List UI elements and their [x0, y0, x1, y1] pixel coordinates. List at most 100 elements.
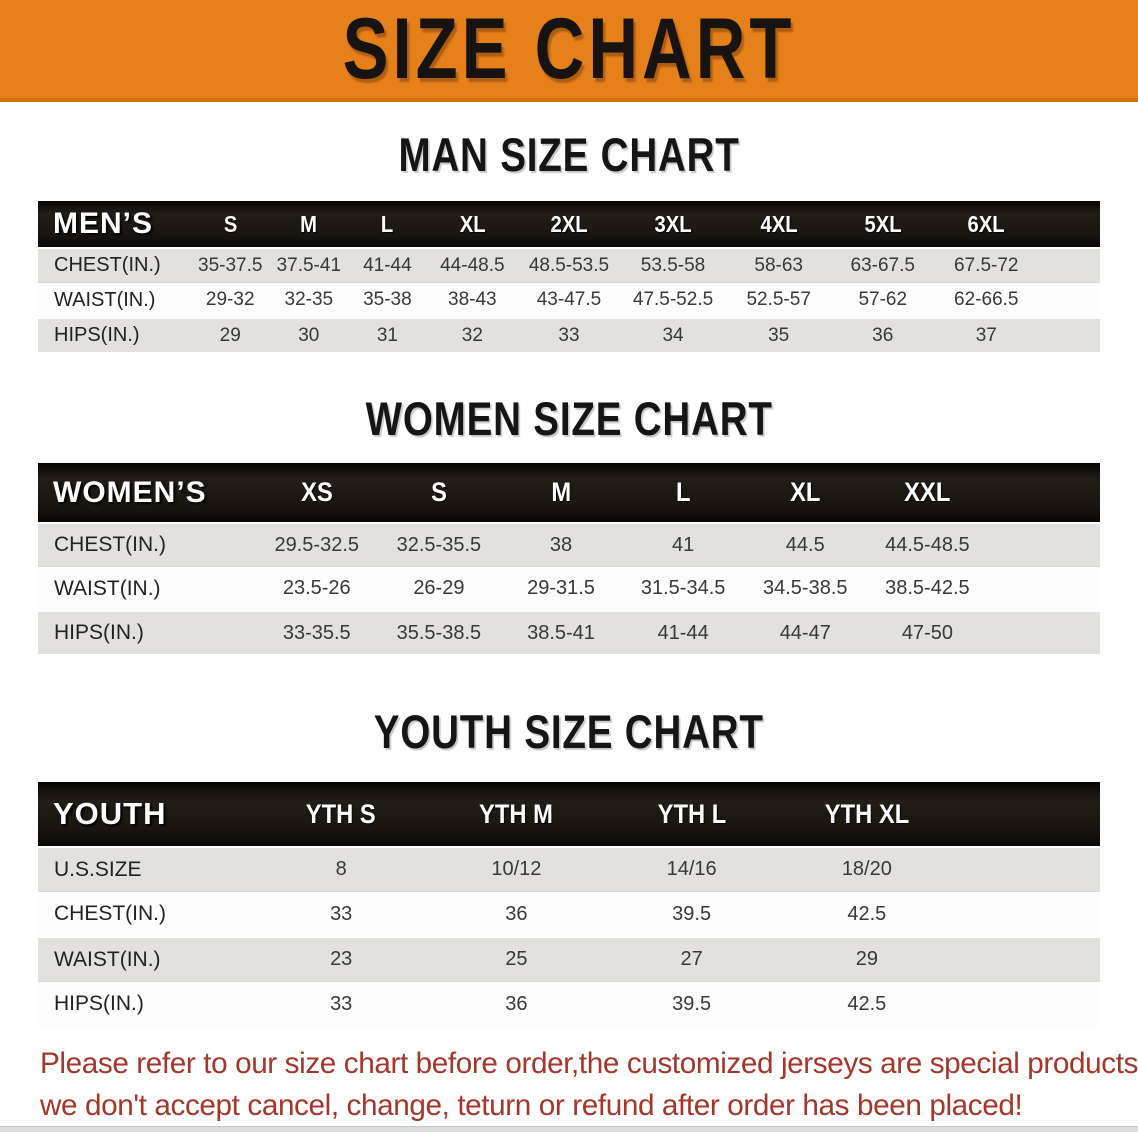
table-cell: 37.5-41	[269, 247, 349, 282]
row-label: CHEST(IN.)	[38, 522, 256, 566]
youth-hips-row: HIPS(IN.) 33 36 39.5 42.5	[38, 981, 1100, 1026]
men-table-title: MEN’S	[38, 201, 191, 247]
table-cell: 36	[428, 981, 605, 1026]
spacer-header-cell	[988, 463, 1100, 522]
men-size-table: MEN’S S M L XL 2XL 3XL 4XL 5XL 6XL CHEST…	[38, 201, 1100, 352]
row-label: U.S.SIZE	[38, 846, 254, 891]
row-label: WAIST(IN.)	[38, 936, 254, 981]
order-policy-note: Please refer to our size chart before or…	[40, 1043, 1138, 1127]
table-cell: 36	[428, 891, 605, 936]
table-cell: 52.5-57	[726, 282, 832, 317]
banner-title: SIZE CHART	[342, 0, 796, 97]
table-cell: 41	[622, 522, 745, 566]
table-cell: 67.5-72	[934, 247, 1039, 282]
table-cell: 41-44	[622, 610, 745, 654]
table-cell: 33	[253, 891, 429, 936]
women-size-header: M	[499, 463, 623, 522]
men-size-header: L	[348, 201, 427, 247]
table-cell: 29	[779, 936, 955, 981]
row-label: CHEST(IN.)	[38, 891, 254, 936]
table-cell: 53.5-58	[619, 247, 727, 282]
table-cell: 29-32	[190, 282, 270, 317]
men-size-header: 6XL	[934, 201, 1039, 247]
youth-header-row: YOUTH YTH S YTH M YTH L YTH XL	[38, 782, 1100, 846]
table-cell: 38.5-42.5	[866, 566, 989, 610]
table-cell: 35-38	[348, 282, 427, 317]
women-size-table: WOMEN’S XS S M L XL XXL CHEST(IN.) 29.5-…	[38, 463, 1100, 654]
youth-ussize-row: U.S.SIZE 8 10/12 14/16 18/20	[38, 846, 1100, 891]
table-cell: 35-37.5	[190, 247, 270, 282]
table-cell: 44-48.5	[426, 247, 518, 282]
spacer-cell	[988, 522, 1100, 566]
men-header-row: MEN’S S M L XL 2XL 3XL 4XL 5XL 6XL	[38, 201, 1100, 247]
table-cell: 47-50	[866, 610, 989, 654]
women-hips-row: HIPS(IN.) 33-35.5 35.5-38.5 38.5-41 41-4…	[38, 610, 1100, 654]
table-cell: 44.5-48.5	[866, 522, 989, 566]
women-size-header: XL	[744, 463, 867, 522]
youth-size-header: YTH XL	[779, 782, 955, 846]
table-cell: 34.5-38.5	[744, 566, 867, 610]
table-cell: 33	[518, 317, 620, 352]
women-header-row: WOMEN’S XS S M L XL XXL	[38, 463, 1100, 522]
table-cell: 36	[831, 317, 935, 352]
youth-section-heading-text: YOUTH SIZE CHART	[374, 705, 764, 758]
row-label: WAIST(IN.)	[38, 566, 256, 610]
youth-waist-row: WAIST(IN.) 23 25 27 29	[38, 936, 1100, 981]
spacer-cell	[1038, 317, 1100, 352]
women-chest-row: CHEST(IN.) 29.5-32.5 32.5-35.5 38 41 44.…	[38, 522, 1100, 566]
men-section-heading: MAN SIZE CHART	[0, 127, 1138, 182]
row-label: HIPS(IN.)	[38, 981, 254, 1026]
table-cell: 62-66.5	[934, 282, 1039, 317]
men-size-header: 5XL	[831, 201, 935, 247]
table-cell: 42.5	[779, 891, 955, 936]
table-cell: 39.5	[604, 981, 780, 1026]
spacer-header-cell	[954, 782, 1100, 846]
women-section-heading: WOMEN SIZE CHART	[0, 391, 1138, 446]
men-size-header: 4XL	[726, 201, 832, 247]
table-cell: 58-63	[726, 247, 832, 282]
spacer-cell	[1038, 247, 1100, 282]
youth-table-title: YOUTH	[38, 782, 254, 846]
row-label: HIPS(IN.)	[38, 610, 256, 654]
table-cell: 47.5-52.5	[619, 282, 727, 317]
table-cell: 48.5-53.5	[518, 247, 620, 282]
table-cell: 39.5	[604, 891, 780, 936]
women-size-header: XXL	[866, 463, 989, 522]
men-section-heading-text: MAN SIZE CHART	[398, 128, 740, 181]
men-hips-row: HIPS(IN.) 29 30 31 32 33 34 35 36 37	[38, 317, 1100, 352]
table-cell: 33	[253, 981, 429, 1026]
table-cell: 29	[190, 317, 270, 352]
women-table-title: WOMEN’S	[38, 463, 256, 522]
table-cell: 25	[428, 936, 605, 981]
table-cell: 35.5-38.5	[377, 610, 500, 654]
spacer-cell	[954, 981, 1100, 1026]
men-chest-row: CHEST(IN.) 35-37.5 37.5-41 41-44 44-48.5…	[38, 247, 1100, 282]
table-cell: 27	[604, 936, 780, 981]
men-size-header: S	[190, 201, 270, 247]
women-size-header: XS	[255, 463, 378, 522]
table-cell: 43-47.5	[518, 282, 620, 317]
table-cell: 29.5-32.5	[255, 522, 378, 566]
spacer-cell	[1038, 282, 1100, 317]
youth-size-header: YTH S	[253, 782, 429, 846]
table-cell: 42.5	[779, 981, 955, 1026]
table-cell: 31	[348, 317, 427, 352]
table-cell: 32-35	[269, 282, 349, 317]
table-cell: 57-62	[831, 282, 935, 317]
women-size-header: S	[377, 463, 500, 522]
youth-size-header: YTH M	[428, 782, 605, 846]
table-cell: 38-43	[426, 282, 518, 317]
women-size-header: L	[622, 463, 745, 522]
table-cell: 44-47	[744, 610, 867, 654]
table-cell: 18/20	[779, 846, 955, 891]
table-cell: 26-29	[377, 566, 500, 610]
men-size-header: 2XL	[518, 201, 620, 247]
table-cell: 38.5-41	[499, 610, 623, 654]
order-policy-line-1: Please refer to our size chart before or…	[40, 1047, 1138, 1080]
table-cell: 32.5-35.5	[377, 522, 500, 566]
table-cell: 34	[619, 317, 727, 352]
order-policy-line-2: we don't accept cancel, change, teturn o…	[40, 1089, 1023, 1122]
table-cell: 37	[934, 317, 1039, 352]
men-waist-row: WAIST(IN.) 29-32 32-35 35-38 38-43 43-47…	[38, 282, 1100, 317]
row-label: HIPS(IN.)	[38, 317, 191, 352]
